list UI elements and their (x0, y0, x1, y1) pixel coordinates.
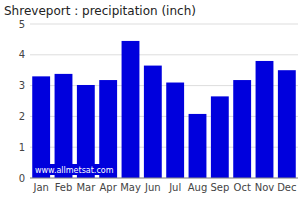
title: Shreveport : precipitation (inch) (4, 4, 196, 18)
x-tick-label: Feb (55, 182, 73, 193)
bar (233, 80, 251, 178)
x-tick-label: Dec (277, 182, 296, 193)
x-tick-label: Jan (32, 182, 48, 193)
watermark: www.allmetsat.com (33, 164, 115, 175)
bar (122, 41, 140, 178)
y-tick-label: 3 (19, 80, 25, 91)
y-tick-label: 2 (19, 111, 25, 122)
grid-line (30, 24, 298, 25)
annotation: www.allmetsat.com (35, 166, 114, 175)
bar (55, 74, 73, 178)
x-tick-label: Mar (76, 182, 96, 193)
grid (30, 24, 298, 178)
bar (278, 70, 296, 178)
grid-line (30, 178, 298, 179)
x-axis-line (30, 178, 298, 179)
x-tick-label: Jun (144, 182, 161, 193)
chart: Shreveport : precipitation (inch) 0 1 2 3 4 5 J… (0, 0, 306, 200)
bar (211, 96, 229, 178)
bar (32, 76, 50, 178)
x-tick-label: Aug (188, 182, 208, 193)
x-tick-label: Sep (210, 182, 229, 193)
bar (256, 61, 274, 178)
bar (189, 114, 207, 178)
bar (144, 66, 162, 178)
x-tick-label: Nov (255, 182, 275, 193)
y-tick-label: 4 (19, 49, 25, 60)
x-tick-label: May (120, 182, 141, 193)
y-tick-label: 5 (19, 19, 25, 30)
bars (32, 41, 296, 178)
x-tick-label: Apr (100, 182, 118, 193)
watermark-background (33, 164, 115, 175)
x-tick-label: Jul (168, 182, 181, 193)
x-tick-label: Oct (234, 182, 251, 193)
y-tick-label: 1 (19, 142, 25, 153)
grid-line (30, 54, 298, 55)
bar (166, 83, 184, 178)
y-tick-label: 0 (19, 173, 25, 184)
bar (99, 80, 117, 178)
